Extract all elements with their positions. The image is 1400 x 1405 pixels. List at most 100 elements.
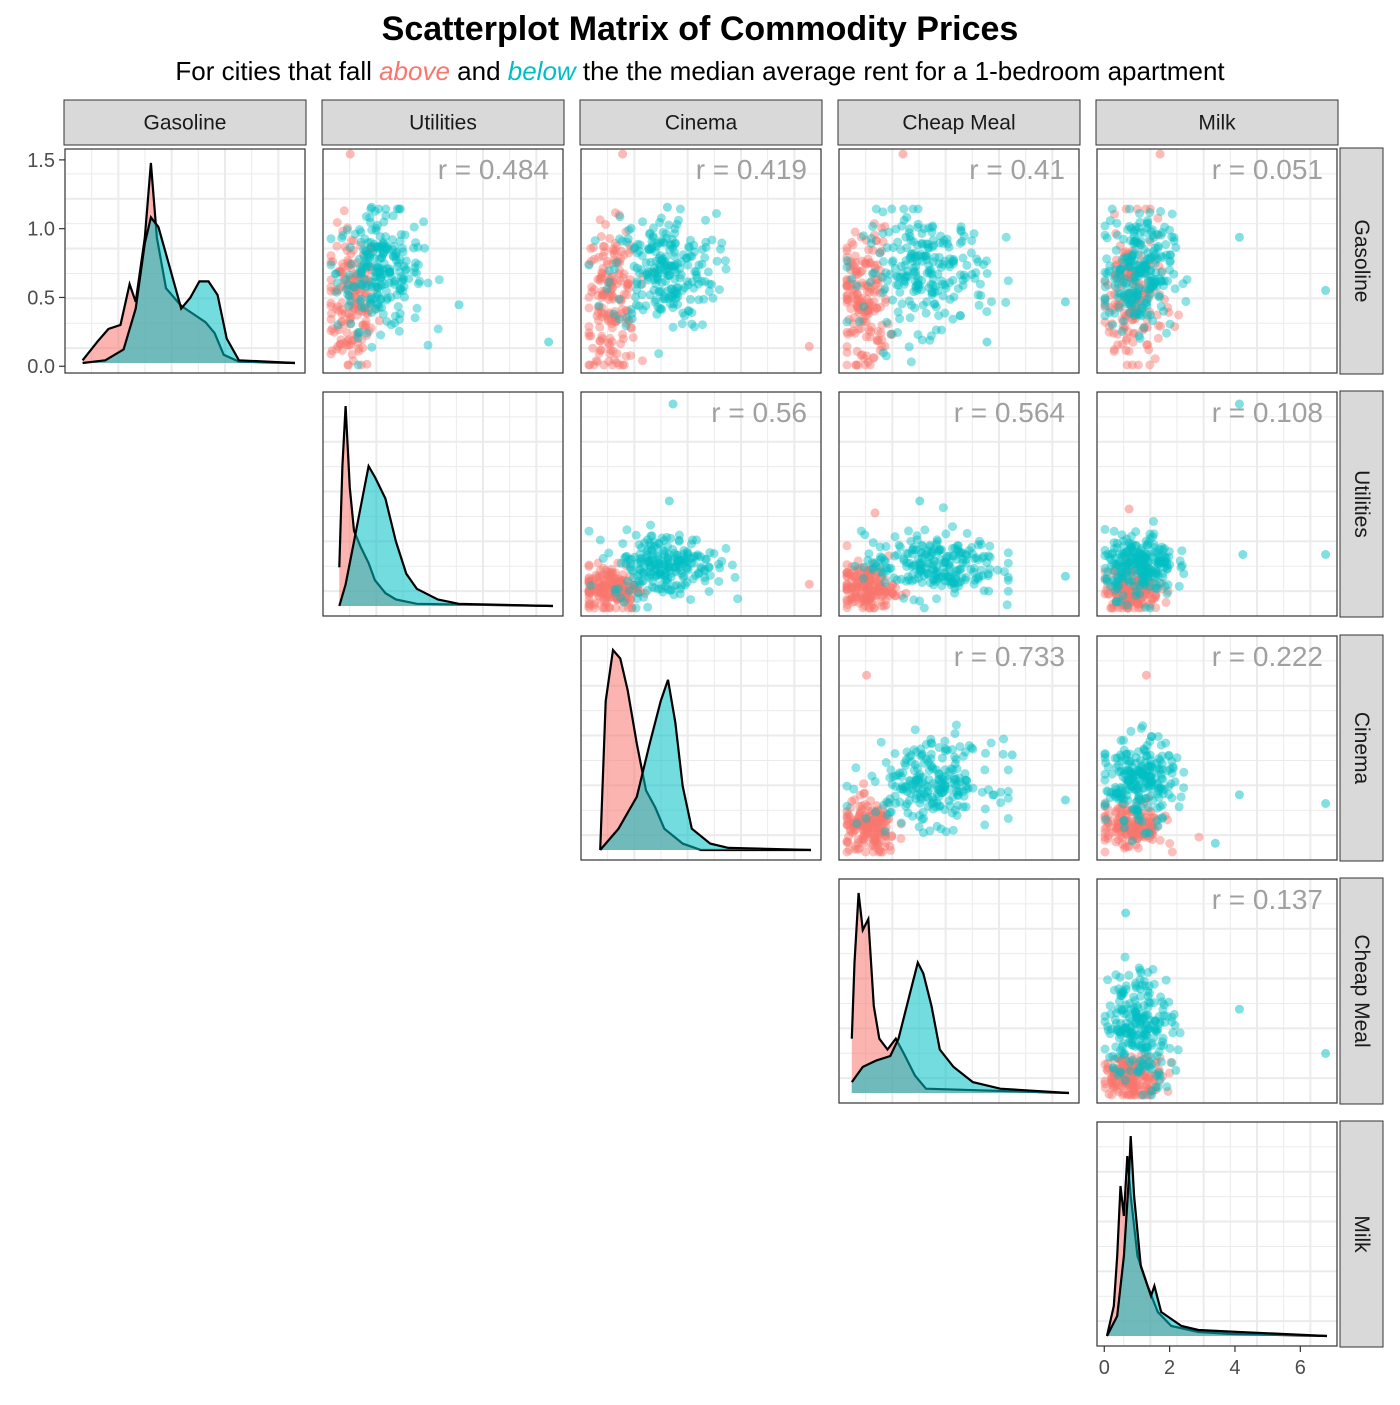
scatter-point-below: [1181, 297, 1191, 306]
scatter-point-below: [917, 548, 926, 557]
scatter-point-below: [1122, 600, 1132, 610]
scatter-point-below: [397, 277, 407, 287]
scatter-point-below: [1144, 1056, 1154, 1066]
scatter-point-above: [1100, 302, 1110, 312]
scatter-point-above: [865, 258, 875, 268]
scatter-point-below: [1142, 751, 1152, 761]
row-strip-box: [1339, 390, 1384, 618]
column-strip-utilities: Utilities: [321, 99, 565, 146]
scatter-point-above: [584, 560, 594, 570]
scatter-point-below: [390, 276, 400, 286]
scatter-point-below: [661, 265, 670, 275]
scatter-point-above: [870, 570, 880, 580]
scatter-point-below: [375, 273, 385, 283]
scatter-point-below: [398, 275, 408, 285]
scatter-point-below: [669, 265, 679, 275]
scatter-point-below: [878, 348, 888, 358]
scatter-point-below: [683, 260, 693, 270]
scatter-point-above: [598, 570, 608, 580]
scatter-point-below: [687, 539, 696, 549]
scatter-point-below: [1134, 1066, 1144, 1075]
scatter-point-below: [663, 584, 673, 594]
scatter-point-below: [682, 577, 692, 587]
scatter-point-above: [1128, 576, 1138, 586]
scatter-point-above: [857, 278, 867, 288]
scatter-point-below: [961, 555, 971, 564]
scatter-point-above: [862, 580, 872, 590]
scatter-point-above: [1145, 204, 1155, 214]
scatter-point-above: [619, 584, 629, 594]
scatter-point-below: [684, 243, 694, 253]
scatter-point-below: [654, 259, 664, 269]
scatter-point-above: [845, 570, 855, 579]
correlation-label: r = 0.419: [696, 154, 807, 185]
scatter-point-below: [1102, 233, 1112, 243]
scatter-point-above: [611, 577, 621, 587]
scatter-point-below: [1178, 279, 1188, 289]
scatter-point-above: [869, 306, 879, 316]
scatter-point-above: [869, 603, 879, 613]
scatter-point-above: [1121, 204, 1131, 214]
scatter-point-below: [375, 254, 385, 264]
scatter-point-above: [851, 587, 861, 597]
scatter-point-below: [1135, 309, 1145, 319]
scatter-point-below: [917, 335, 927, 345]
scatter-point-below: [1142, 1027, 1152, 1036]
scatter-point-above: [619, 250, 629, 260]
scatter-point-below: [651, 564, 660, 574]
scatter-point-below: [652, 241, 661, 251]
scatter-point-above: [853, 305, 863, 315]
scatter-point-below: [951, 754, 961, 764]
scatter-point-below: [1129, 256, 1139, 266]
scatter-point-above: [869, 559, 879, 569]
scatter-point-below: [667, 291, 677, 301]
scatter-point-below: [419, 217, 429, 227]
scatter-point-below: [646, 555, 656, 565]
scatter-point-below: [376, 295, 385, 304]
scatter-point-above: [358, 343, 368, 353]
scatter-point-above: [1141, 588, 1150, 598]
scatter-point-below: [1165, 250, 1175, 260]
scatter-point-above: [1119, 578, 1129, 588]
scatter-point-below: [673, 556, 683, 566]
scatter-point-below: [915, 596, 925, 606]
scatter-point-below: [356, 237, 366, 247]
scatter-point-below: [969, 563, 979, 573]
scatter-point-below: [1111, 265, 1121, 275]
scatter-point-below: [895, 542, 905, 552]
scatter-point-above: [596, 232, 606, 241]
scatter-point-below: [657, 256, 667, 266]
scatter-point-below: [1145, 284, 1155, 294]
scatter-point-above: [1113, 340, 1123, 350]
scatter-point-below: [361, 257, 371, 266]
scatter-point-below: [917, 238, 927, 248]
scatter-point-below: [1146, 1064, 1156, 1074]
scatter-point-below: [643, 602, 653, 612]
scatter-point-below: [875, 562, 885, 572]
scatter-point-above: [842, 541, 852, 551]
scatter-point-below: [880, 557, 890, 567]
scatter-point-above: [1100, 298, 1110, 308]
scatter-point-below: [354, 279, 364, 289]
scatter-point-above: [1122, 584, 1132, 594]
scatter-point-above: [871, 573, 881, 583]
scatter-point-below: [934, 573, 944, 583]
scatter-point-below: [953, 284, 963, 294]
scatter-point-below: [359, 259, 369, 269]
scatter-point-below: [918, 541, 928, 551]
scatter-point-below: [372, 267, 382, 277]
scatter-point-above: [861, 588, 870, 598]
scatter-point-below: [650, 275, 659, 285]
scatter-point-below: [885, 269, 895, 279]
scatter-point-below: [373, 299, 383, 309]
row-strip-label: Milk: [1350, 1215, 1373, 1253]
scatter-point-above: [608, 244, 618, 254]
scatter-point-above: [1138, 582, 1148, 592]
scatter-point-below: [704, 562, 714, 572]
scatter-point-below: [1112, 230, 1122, 240]
scatter-point-above: [608, 346, 618, 356]
scatter-point-below: [632, 277, 642, 287]
scatter-point-below: [1163, 276, 1173, 286]
scatter-point-above: [866, 322, 876, 332]
scatter-point-below: [633, 571, 643, 581]
